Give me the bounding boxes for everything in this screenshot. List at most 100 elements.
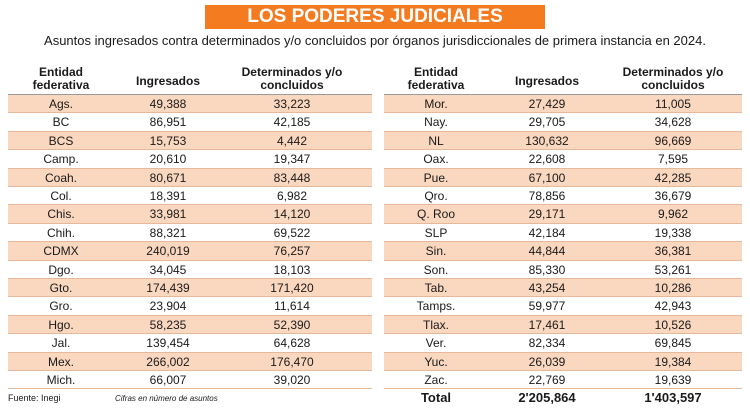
table-cell: 43,254 [528, 281, 566, 295]
table-cell: 18,103 [273, 262, 311, 277]
source: Fuente: Inegi [8, 393, 61, 403]
table-cell: 15,753 [149, 133, 187, 148]
table-row [8, 168, 372, 187]
table-cell: Son. [423, 262, 449, 277]
table-cell: 29,171 [528, 207, 566, 222]
table-cell: 64,628 [273, 336, 311, 351]
table-row [384, 334, 742, 353]
table-cell: 174,439 [146, 281, 190, 295]
table-cell: Nay. [424, 115, 448, 130]
note: Cifras en número de asuntos [115, 394, 218, 403]
table-cell: Jal. [51, 336, 71, 351]
table-row [8, 95, 372, 114]
table-cell: 17,461 [528, 317, 566, 332]
table-row [8, 297, 372, 316]
table-cell: 33,223 [273, 97, 311, 111]
table-cell: 26,039 [528, 354, 566, 369]
table-row [384, 223, 742, 243]
table-cell: NL [428, 133, 444, 148]
table-row [8, 352, 372, 371]
table-cell: 69,845 [654, 336, 692, 351]
header-rule [384, 94, 742, 95]
total-cell: Total [420, 390, 452, 406]
table-row [8, 315, 372, 335]
table-cell: 58,235 [149, 317, 187, 332]
table-cell: 86,951 [149, 115, 187, 130]
table-cell: Camp. [43, 152, 79, 167]
table-cell: 42,184 [528, 225, 566, 240]
table-cell: 6,982 [276, 189, 308, 203]
table-cell: 53,261 [654, 262, 692, 277]
column-header: Determinados y/o concluidos [241, 65, 343, 92]
table-cell: 82,334 [528, 336, 566, 351]
total-cell: 2'205,864 [518, 390, 576, 406]
table-row [384, 187, 742, 206]
table-row [384, 279, 742, 298]
table-cell: 78,856 [528, 189, 566, 203]
table-row [384, 371, 742, 390]
table-cell: 76,257 [273, 244, 311, 259]
table-cell: 34,045 [149, 262, 187, 277]
table-cell: Ags. [48, 97, 73, 111]
table-cell: Zac. [424, 373, 448, 387]
table-row [8, 223, 372, 243]
table-cell: Tlax. [422, 317, 449, 332]
table-cell: Sin. [425, 244, 447, 259]
table-row [8, 242, 372, 261]
table-cell: 39,020 [273, 373, 311, 387]
table-cell: 171,420 [270, 281, 314, 295]
table-cell: 29,705 [528, 115, 566, 130]
table-cell: Qro. [424, 189, 448, 203]
table-cell: 22,769 [528, 373, 566, 387]
table-row [8, 260, 372, 279]
table-cell: CDMX [43, 244, 79, 259]
table-cell: 42,185 [273, 115, 311, 130]
table-cell: 20,610 [149, 152, 187, 167]
table-cell: 36,679 [654, 189, 692, 203]
table-row [8, 150, 372, 169]
table-row [384, 205, 742, 224]
total-cell: 1'403,597 [644, 390, 702, 406]
table-cell: Tamps. [416, 299, 456, 314]
table-cell: 4,442 [276, 133, 308, 148]
table-cell: 11,614 [274, 299, 310, 314]
title: LOS PODERES JUDICIALES ESTATALES [247, 6, 503, 51]
table-cell: Hgo. [48, 317, 74, 332]
table-cell: 22,608 [528, 152, 566, 167]
table-cell: 240,019 [146, 244, 190, 259]
table-cell: Pue. [423, 170, 449, 185]
table-cell: 139,454 [146, 336, 190, 351]
table-cell: 14,120 [273, 207, 311, 222]
table-cell: 52,390 [273, 317, 311, 332]
table-cell: 88,321 [149, 225, 187, 240]
table-row [384, 260, 742, 279]
column-header: Entidad federativa [32, 65, 90, 92]
table-row [8, 334, 372, 353]
table-cell: Coah. [44, 170, 78, 185]
subtitle: Asuntos ingresados contra determinados y… [44, 33, 706, 48]
table-cell: Dgo. [48, 262, 74, 277]
table-cell: 36,381 [654, 244, 692, 259]
table-row [8, 279, 372, 298]
table-row [384, 150, 742, 169]
table-row [384, 297, 742, 316]
table-cell: 19,338 [654, 225, 692, 240]
table-cell: 10,286 [654, 281, 692, 295]
table-cell: 66,007 [149, 373, 187, 387]
table-row [384, 95, 742, 114]
column-header: Entidad federativa [407, 65, 465, 92]
table-cell: Chih. [46, 225, 75, 240]
table-row [8, 371, 372, 390]
table-cell: 33,981 [149, 207, 187, 222]
table-row [8, 131, 372, 151]
table-cell: 83,448 [273, 170, 311, 185]
table-cell: Yuc. [424, 354, 448, 369]
table-cell: 19,347 [273, 152, 311, 167]
table-cell: Gro. [49, 299, 73, 314]
table-cell: Q. Roo [416, 207, 455, 222]
table-cell: 49,388 [149, 97, 187, 111]
table-cell: 67,100 [528, 170, 566, 185]
table-row [384, 352, 742, 371]
table-row [384, 168, 742, 187]
